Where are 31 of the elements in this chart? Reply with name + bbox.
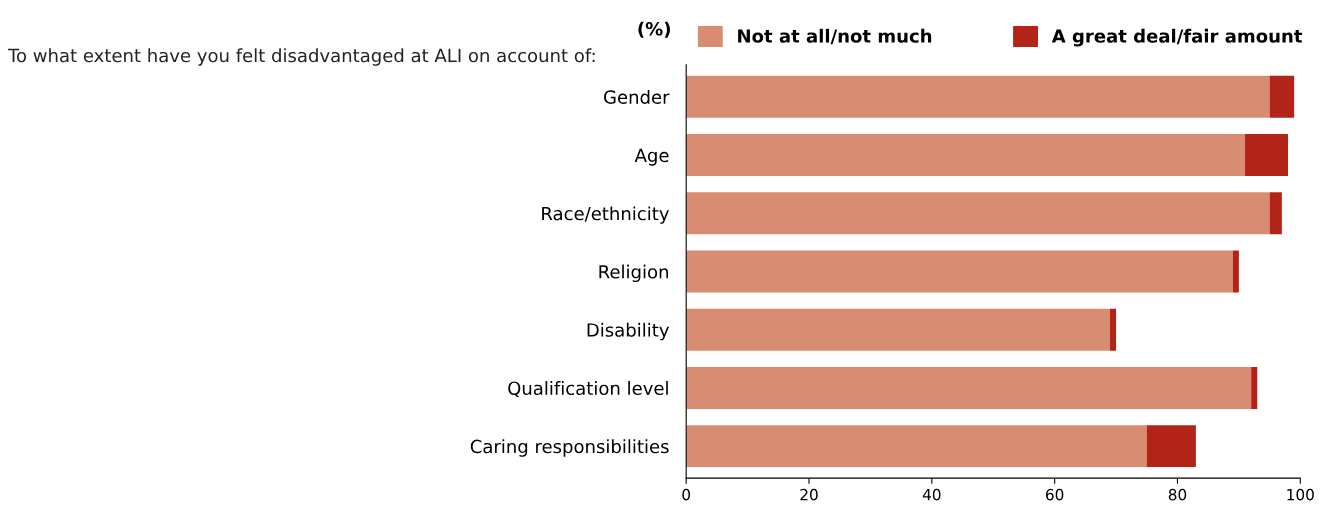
y-tick-label: Disability: [587, 322, 669, 341]
bar: [1232, 250, 1239, 293]
x-tick-label: 60: [1046, 488, 1064, 501]
x-axis-title: (%): [638, 21, 670, 38]
bar: [1146, 425, 1196, 468]
bar: [686, 192, 1270, 235]
x-tick-label: 80: [1168, 488, 1187, 501]
text: To what extent have you felt disadvantaged at ALI on account of:: [7, 48, 595, 66]
bar: [686, 250, 1233, 293]
x-tick-label: 0: [682, 488, 691, 501]
y-tick-label: Age: [634, 148, 669, 166]
bar: [1251, 366, 1258, 409]
bar: [686, 425, 1147, 468]
legend-label: Not at all/not much: [738, 28, 932, 45]
y-tick-label: Gender: [604, 89, 670, 104]
bar: [1245, 134, 1289, 176]
bar: [686, 366, 1252, 409]
y-tick-label: Qualification level: [508, 381, 668, 398]
y-tick-label: Caring responsibilities: [470, 439, 669, 457]
bar: [686, 134, 1246, 176]
legend-label: A great deal/fair amount: [1051, 28, 1303, 47]
y-tick-label: Religion: [599, 264, 668, 283]
bar: [1269, 192, 1282, 235]
x-tick-label: 100: [1287, 488, 1314, 501]
bar: [1269, 75, 1295, 118]
bar: [1109, 308, 1117, 351]
bar: [686, 75, 1270, 118]
bar: [686, 308, 1110, 351]
y-tick-label: Race/ethnicity: [542, 206, 669, 224]
x-tick-label: 40: [922, 488, 941, 501]
x-tick-label: 20: [800, 488, 818, 501]
